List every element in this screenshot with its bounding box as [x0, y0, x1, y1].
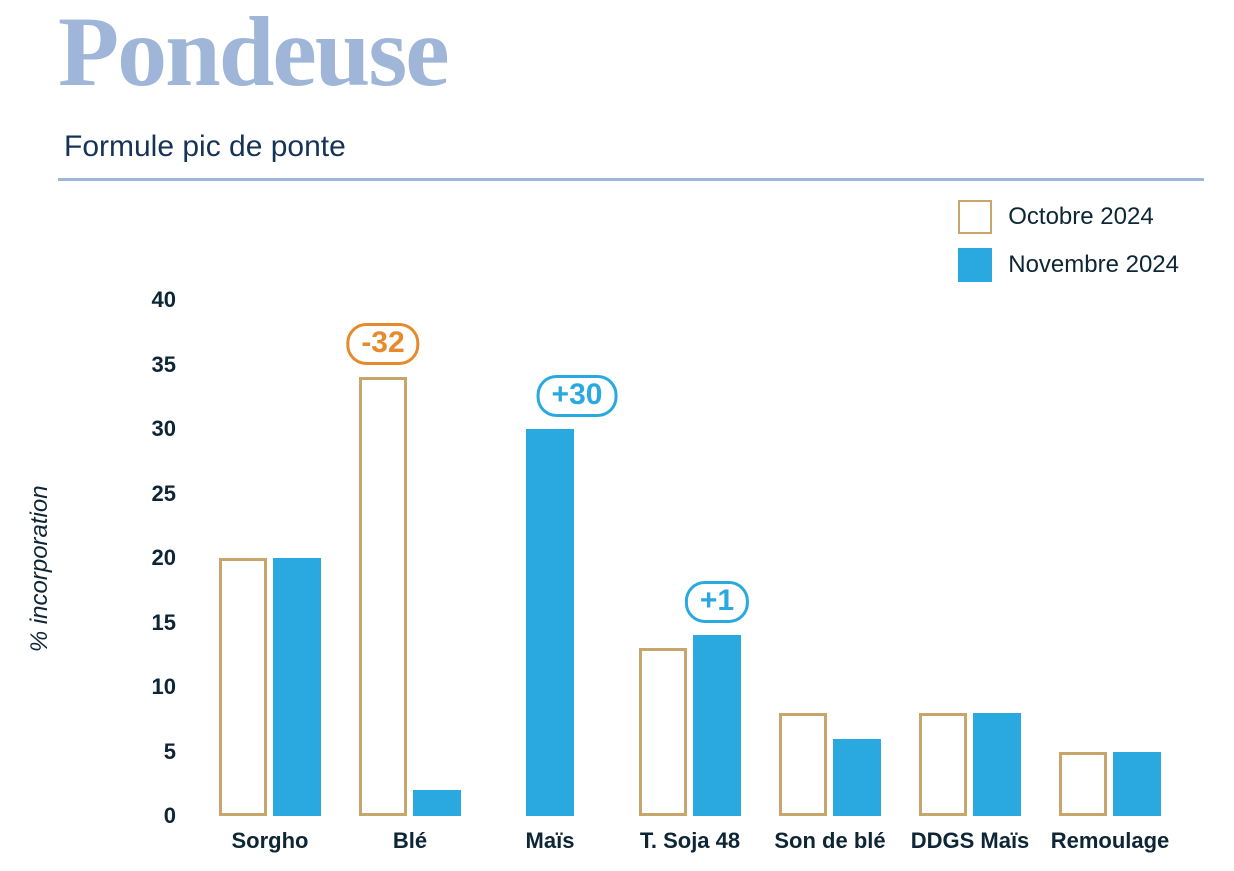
x-tick-label: Blé	[393, 828, 427, 854]
bar-group: Remoulage	[1059, 752, 1161, 817]
bar	[413, 790, 461, 816]
bar	[779, 713, 827, 816]
bar	[219, 558, 267, 816]
bar-group: DDGS Maïs	[919, 713, 1021, 816]
bar	[973, 713, 1021, 816]
bar	[919, 713, 967, 816]
bar	[359, 377, 407, 816]
legend-label: Novembre 2024	[1008, 251, 1179, 279]
y-tick-label: 5	[126, 739, 176, 765]
y-axis-label: % incorporation	[26, 485, 54, 652]
page: Pondeuse Formule pic de ponte Octobre 20…	[0, 0, 1234, 871]
legend-swatch	[958, 248, 992, 282]
legend-label: Octobre 2024	[1008, 203, 1153, 231]
y-tick-label: 25	[126, 481, 176, 507]
x-tick-label: Son de blé	[774, 828, 885, 854]
x-tick-label: Remoulage	[1051, 828, 1170, 854]
bar	[526, 429, 574, 816]
bar-group: Maïs	[499, 429, 601, 816]
bar-group: T. Soja 48	[639, 635, 741, 816]
legend-swatch	[958, 200, 992, 234]
bar	[273, 558, 321, 816]
chart: % incorporation 0510152025303540SorghoBl…	[70, 300, 1190, 860]
y-tick-label: 35	[126, 352, 176, 378]
plot-area: 0510152025303540SorghoBlé-32Maïs+30T. So…	[140, 300, 1190, 816]
bar	[833, 739, 881, 816]
bar-group: Blé	[359, 377, 461, 816]
legend-item: Octobre 2024	[958, 200, 1179, 234]
bar	[693, 635, 741, 816]
legend-item: Novembre 2024	[958, 248, 1179, 282]
bar	[1113, 752, 1161, 817]
page-title: Pondeuse	[58, 2, 448, 102]
y-tick-label: 15	[126, 610, 176, 636]
legend: Octobre 2024 Novembre 2024	[958, 200, 1179, 282]
bar	[639, 648, 687, 816]
x-tick-label: DDGS Maïs	[911, 828, 1030, 854]
header-rule	[58, 178, 1204, 181]
x-tick-label: T. Soja 48	[640, 828, 740, 854]
x-tick-label: Sorgho	[232, 828, 309, 854]
y-tick-label: 40	[126, 287, 176, 313]
y-tick-label: 30	[126, 416, 176, 442]
callout-badge: +1	[685, 581, 749, 623]
y-tick-label: 10	[126, 674, 176, 700]
callout-badge: -32	[346, 323, 419, 365]
callout-badge: +30	[537, 375, 618, 417]
page-subtitle: Formule pic de ponte	[64, 130, 346, 164]
bar-group: Son de blé	[779, 713, 881, 816]
y-tick-label: 20	[126, 545, 176, 571]
y-tick-label: 0	[126, 803, 176, 829]
x-tick-label: Maïs	[526, 828, 575, 854]
bar	[1059, 752, 1107, 817]
bar-group: Sorgho	[219, 558, 321, 816]
